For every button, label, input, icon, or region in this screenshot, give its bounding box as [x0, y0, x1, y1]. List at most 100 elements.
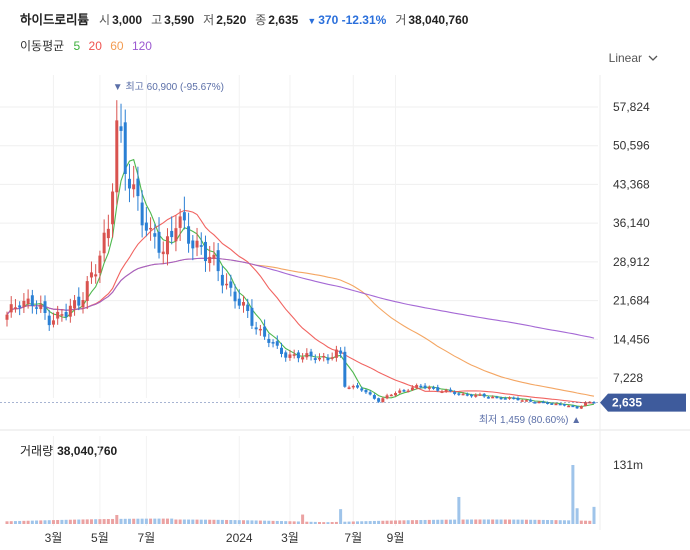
x-tick-label: 9월	[387, 531, 405, 545]
candle-body	[89, 272, 93, 278]
down-arrow-icon: ▼	[307, 16, 317, 26]
volume-bar	[372, 520, 376, 524]
volume-bar	[360, 521, 364, 524]
volume-bar	[309, 521, 313, 524]
candle-body	[495, 396, 499, 399]
volume-bar	[427, 519, 431, 524]
volume-bar	[284, 521, 288, 524]
volume-bar	[520, 519, 524, 524]
y-tick-label: 28,912	[613, 255, 650, 269]
volume-bar	[529, 519, 533, 524]
volume-bar	[584, 520, 588, 524]
volume-bar	[579, 520, 583, 524]
volume-bar	[541, 519, 545, 524]
volume-bar	[402, 520, 406, 524]
close-value: 2,635	[268, 13, 299, 27]
volume-bar	[482, 519, 486, 524]
volume-bar	[313, 521, 317, 524]
candle-body	[187, 226, 191, 244]
volume-bar	[592, 506, 596, 524]
candles	[5, 100, 596, 410]
volume-bar	[546, 519, 550, 524]
volume-bar	[39, 520, 43, 524]
candle-body	[98, 255, 102, 273]
candle-body	[233, 291, 237, 302]
volume-bar	[347, 521, 351, 524]
volume-bar	[457, 496, 461, 524]
candle-body	[470, 394, 474, 397]
candle-body	[364, 389, 368, 393]
volume-bar	[85, 519, 89, 524]
candle-body	[356, 385, 360, 388]
candle-body	[254, 327, 258, 330]
volume-bar	[60, 519, 64, 524]
candle-body	[503, 398, 507, 400]
candle-body	[579, 406, 583, 409]
ma-5-label: 5	[73, 39, 81, 53]
candle-body	[220, 274, 224, 286]
candle-body	[398, 390, 402, 393]
y-tick-label: 57,824	[613, 100, 650, 114]
candle-body	[448, 389, 452, 392]
stock-name[interactable]: 하이드로리튬	[20, 13, 90, 27]
candle-body	[149, 227, 153, 230]
candle-body	[258, 328, 262, 331]
volume-bar	[524, 519, 528, 524]
x-tick-label: 7월	[344, 531, 362, 545]
volume-bar	[288, 521, 292, 524]
candle-body	[537, 401, 541, 404]
volume-bar	[296, 521, 300, 524]
candle-body	[35, 307, 39, 309]
volume-bar	[250, 520, 254, 524]
change-indicator: ▼ 370 -12.31%	[307, 13, 386, 27]
volume-label: 거	[395, 13, 407, 27]
candle-body	[161, 251, 165, 255]
candle-body	[18, 305, 22, 308]
candle-body	[237, 298, 241, 306]
candle-body	[558, 403, 562, 406]
volume-bar	[170, 518, 174, 524]
candle-body	[102, 232, 106, 254]
moving-average-legend[interactable]: 이동평균 5 20 60 120	[20, 37, 157, 54]
volume-bar	[495, 519, 499, 524]
candle-body	[529, 399, 533, 402]
volume-bar	[339, 509, 343, 524]
scale-mode-dropdown[interactable]: Linear	[609, 51, 658, 65]
volume-bar	[9, 521, 13, 524]
candle-body	[5, 314, 9, 320]
candle-body	[292, 354, 296, 356]
candle-body	[30, 295, 34, 307]
candle-body	[334, 349, 338, 358]
volume-bar	[216, 519, 220, 524]
ma-120-label: 120	[131, 39, 152, 53]
x-tick-label: 5월	[91, 531, 109, 545]
ma-60-label: 60	[110, 39, 124, 53]
candle-body	[415, 385, 419, 388]
volume-bar	[237, 520, 241, 524]
candle-body	[554, 403, 558, 406]
open-label: 시	[99, 13, 111, 27]
candle-body	[229, 281, 233, 288]
volume-bar	[436, 519, 440, 524]
candle-body	[436, 387, 440, 391]
candle-body	[153, 233, 157, 237]
candle-body	[174, 228, 178, 242]
volume-bar	[64, 519, 68, 524]
candle-body	[419, 385, 423, 388]
x-tick-label: 7월	[138, 531, 156, 545]
close-label: 종	[255, 13, 267, 27]
x-tick-label: 2024	[226, 531, 253, 545]
candle-body	[486, 397, 490, 399]
volume-bar	[465, 519, 469, 524]
volume-bar	[246, 520, 250, 524]
volume-bar	[410, 520, 414, 524]
candle-body	[165, 236, 169, 255]
volume-bar	[225, 519, 229, 524]
ma-20-line	[6, 209, 595, 404]
candle-body	[203, 241, 207, 262]
candle-body	[123, 122, 127, 174]
volume-bar	[398, 520, 402, 524]
volume-bar	[229, 520, 233, 524]
volume-bar	[68, 519, 72, 524]
